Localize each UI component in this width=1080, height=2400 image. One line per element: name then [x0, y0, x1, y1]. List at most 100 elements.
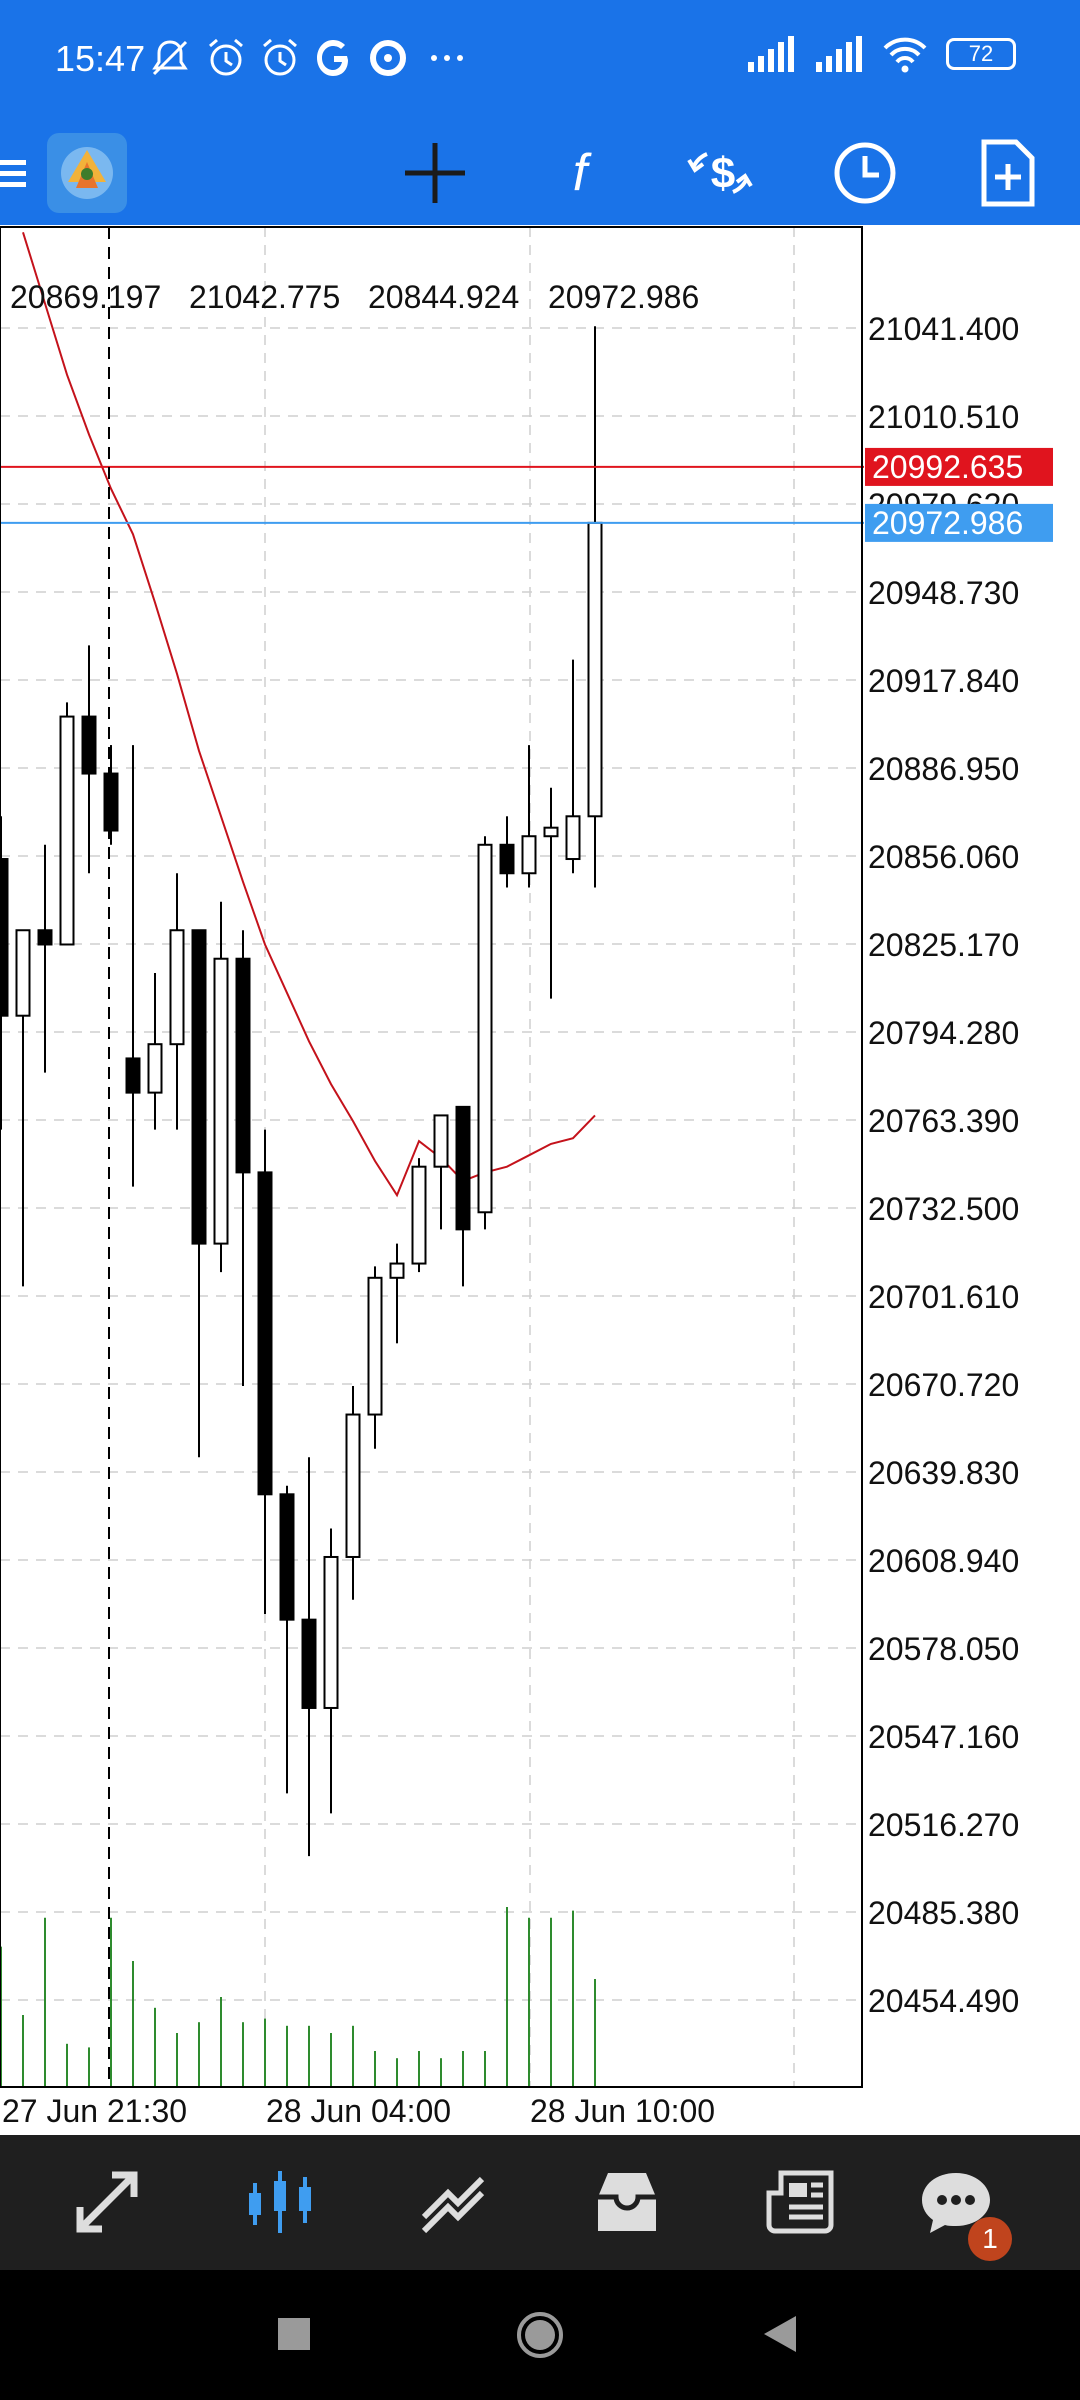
candle-bearish — [499, 843, 515, 875]
candle-bearish — [301, 1618, 317, 1709]
candle-bullish — [433, 1114, 449, 1168]
history-icon[interactable] — [592, 2167, 662, 2237]
ohlc-close: 20972.986 — [548, 279, 699, 315]
price-axis-label: 20547.160 — [868, 1719, 1019, 1755]
candle-bullish — [477, 843, 493, 1214]
system-nav-bar — [0, 2270, 1080, 2400]
crosshair-icon[interactable] — [400, 138, 470, 208]
wifi-icon — [883, 37, 927, 73]
trade-icon[interactable] — [418, 2167, 488, 2237]
price-axis-label: 20578.050 — [868, 1631, 1019, 1667]
candle-bullish — [389, 1262, 405, 1279]
back-button[interactable] — [762, 2314, 798, 2354]
candles — [0, 326, 603, 1857]
candle-bullish — [367, 1276, 383, 1416]
candle-bullish — [543, 826, 559, 838]
bottom-nav: 1 — [0, 2135, 1080, 2270]
status-time: 15:47 — [55, 38, 146, 79]
function-icon[interactable]: f — [545, 138, 615, 208]
svg-text:$: $ — [711, 149, 735, 198]
app-icon — [370, 40, 406, 76]
toolbar: f $ — [0, 120, 1080, 225]
bid-price-tag: 20972.986 — [865, 503, 1053, 542]
candle-bearish — [235, 957, 251, 1174]
ohlc-readout: 20869.197 21042.775 20844.924 20972.986 — [10, 279, 699, 315]
svg-text:f: f — [573, 144, 592, 202]
price-axis: 21041.40021010.51020979.62020948.7302091… — [868, 311, 1019, 2019]
ohlc-open: 20869.197 — [10, 279, 161, 315]
candle-bullish — [587, 521, 603, 818]
price-axis-label: 20886.950 — [868, 751, 1019, 787]
time-label: 28 Jun 10:00 — [530, 2093, 715, 2129]
ask-price-tag: 20992.635 — [865, 447, 1053, 486]
signal-icon — [748, 36, 794, 72]
price-axis-label: 20670.720 — [868, 1367, 1019, 1403]
symbol-change-icon[interactable]: $ — [685, 138, 755, 208]
app-logo[interactable] — [46, 132, 128, 214]
price-axis-label: 21010.510 — [868, 399, 1019, 435]
status-bar: 15:47 72 — [0, 0, 1080, 120]
candle-bullish — [345, 1413, 361, 1558]
messages-icon[interactable] — [918, 2167, 994, 2237]
candle-bullish — [565, 815, 581, 861]
recent-apps-button[interactable] — [276, 2316, 312, 2352]
quotes-icon[interactable] — [72, 2167, 142, 2237]
mute-icon — [152, 40, 188, 76]
price-axis-label: 20701.610 — [868, 1279, 1019, 1315]
chart-icon[interactable] — [245, 2167, 315, 2237]
new-order-icon[interactable] — [972, 138, 1042, 208]
alarm-icon — [209, 38, 243, 76]
price-axis-label: 20917.840 — [868, 663, 1019, 699]
price-axis-label: 20516.270 — [868, 1807, 1019, 1843]
chart-grid — [0, 227, 862, 2087]
timeframe-icon[interactable] — [830, 138, 900, 208]
candle-bullish — [59, 715, 75, 946]
messages-badge: 1 — [968, 2217, 1012, 2261]
candle-bearish — [103, 772, 119, 832]
time-axis: 27 Jun 21:30 28 Jun 04:00 28 Jun 10:00 — [2, 2093, 715, 2129]
battery-icon: 72 — [946, 38, 1016, 70]
candle-bearish — [455, 1105, 471, 1231]
price-axis-label: 20608.940 — [868, 1543, 1019, 1579]
volume-bars — [0, 1907, 596, 2087]
candle-bullish — [15, 929, 31, 1017]
candle-bearish — [0, 858, 9, 1017]
candle-bullish — [169, 929, 185, 1046]
news-icon[interactable] — [765, 2167, 835, 2237]
candle-bullish — [213, 957, 229, 1245]
menu-icon[interactable] — [0, 138, 70, 208]
time-label: 28 Jun 04:00 — [266, 2093, 451, 2129]
candle-bullish — [323, 1555, 339, 1709]
price-axis-label: 20763.390 — [868, 1103, 1019, 1139]
more-dots-icon — [431, 55, 463, 61]
price-chart[interactable]: 21041.40021010.51020979.62020948.7302091… — [0, 225, 1080, 2135]
candle-bearish — [191, 929, 207, 1245]
alarm-icon — [263, 38, 297, 76]
price-axis-label: 20639.830 — [868, 1455, 1019, 1491]
google-icon — [317, 40, 348, 76]
ohlc-low: 20844.924 — [368, 279, 519, 315]
ask-price-label: 20992.635 — [872, 449, 1023, 485]
ohlc-high: 21042.775 — [189, 279, 340, 315]
price-axis-label: 20732.500 — [868, 1191, 1019, 1227]
signal-icon — [816, 36, 862, 72]
price-axis-label: 21041.400 — [868, 311, 1019, 347]
candle-bullish — [147, 1043, 163, 1094]
candle-bearish — [37, 929, 53, 946]
home-button[interactable] — [515, 2310, 565, 2360]
price-axis-label: 20825.170 — [868, 927, 1019, 963]
price-axis-label: 20454.490 — [868, 1983, 1019, 2019]
candle-bearish — [279, 1493, 295, 1621]
candle-bearish — [81, 715, 97, 775]
candle-bearish — [125, 1057, 141, 1094]
price-axis-label: 20856.060 — [868, 839, 1019, 875]
time-label: 27 Jun 21:30 — [2, 2093, 187, 2129]
candle-bullish — [411, 1165, 427, 1265]
price-axis-label: 20485.380 — [868, 1895, 1019, 1931]
candle-bearish — [257, 1171, 273, 1496]
chart-border — [0, 226, 863, 2088]
candle-bullish — [521, 835, 537, 875]
price-axis-label: 20948.730 — [868, 575, 1019, 611]
moving-average-line — [22, 232, 596, 1198]
bid-price-label: 20972.986 — [872, 505, 1023, 541]
